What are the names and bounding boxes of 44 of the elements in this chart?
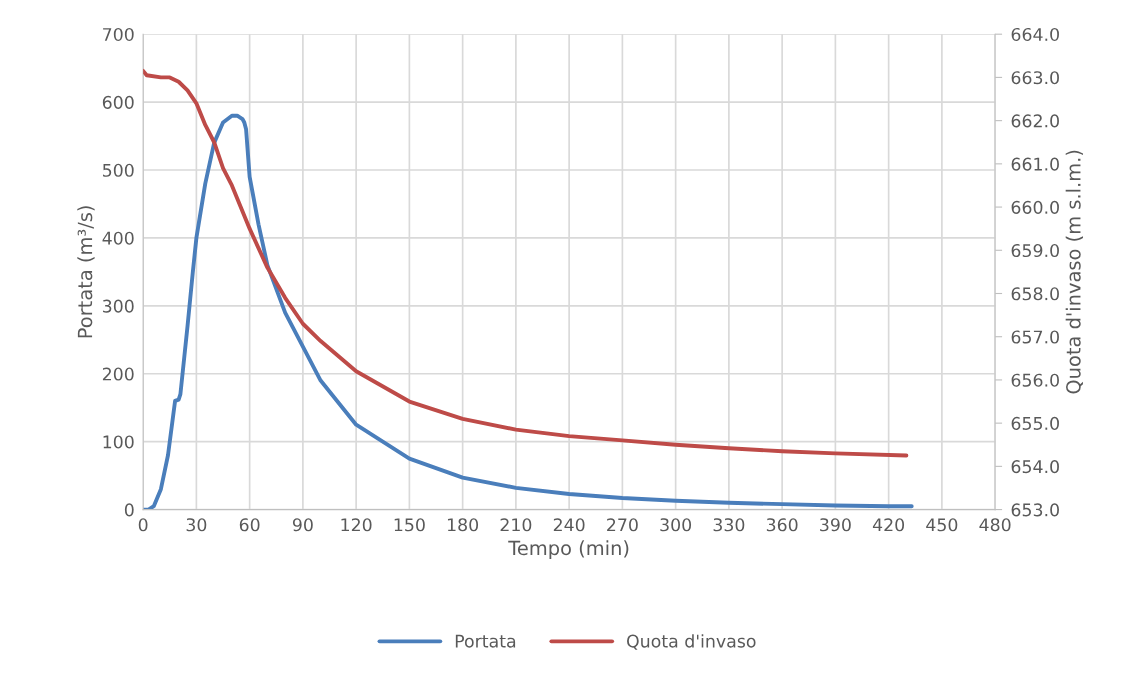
- y2-tick-label: 660.0: [1011, 200, 1059, 214]
- x-tick-label: 180: [447, 518, 479, 532]
- y-tick-label: 100: [103, 435, 134, 449]
- x-tick-label: 390: [820, 518, 851, 532]
- y2-axis-title: Quota d'invaso (m s.l.m.): [1065, 150, 1084, 394]
- y-tick-label: 700: [103, 27, 134, 42]
- y-tick-label: 400: [102, 231, 134, 245]
- x-tick-label: 210: [500, 518, 532, 532]
- x-tick-label: 480: [979, 518, 1011, 532]
- y2-tick-label: 663.0: [1011, 71, 1059, 85]
- x-tick-label: 60: [239, 518, 260, 532]
- x-tick-label: 300: [660, 518, 692, 532]
- legend-label: Quota d'invaso: [627, 634, 756, 650]
- line-series: [143, 113, 914, 510]
- y-tick-label: 0: [124, 503, 134, 517]
- x-tick-label: 450: [926, 518, 958, 532]
- y2-tick-label: 657.0: [1011, 330, 1059, 344]
- x-axis-title: Tempo (min): [508, 540, 629, 560]
- y2-tick-label: 655.0: [1011, 416, 1059, 430]
- y-tick-label: 500: [103, 163, 134, 177]
- y2-tick-label: 661.0: [1011, 157, 1059, 171]
- y2-tick-label: 659.0: [1011, 243, 1059, 258]
- y2-tick-label: 654.0: [1011, 460, 1059, 474]
- y2-tick-label: 658.0: [1011, 287, 1059, 301]
- x-tick-label: 270: [607, 518, 638, 532]
- x-tick-label: 120: [341, 518, 372, 532]
- y2-tick-label: 664.0: [1011, 27, 1059, 42]
- x-tick-label: 360: [766, 518, 798, 532]
- y2-tick-label: 653.0: [1011, 503, 1059, 517]
- x-tick-label: 420: [872, 518, 905, 532]
- x-tick-label: 330: [713, 518, 745, 532]
- legend-label: Portata: [455, 634, 516, 648]
- x-tick-label: 90: [292, 518, 313, 532]
- y2-tick-label: 656.0: [1011, 373, 1059, 387]
- x-tick-label: 0: [138, 518, 148, 532]
- line-series: [143, 68, 909, 458]
- y-tick-label: 300: [102, 299, 134, 313]
- y-tick-label: 200: [102, 367, 134, 381]
- x-tick-label: 240: [553, 518, 585, 532]
- x-tick-label: 150: [394, 518, 425, 532]
- y2-tick-label: 662.0: [1011, 114, 1059, 128]
- y-axis-title: Portata (m³/s): [77, 206, 95, 338]
- x-tick-label: 30: [186, 518, 207, 532]
- y-tick-label: 600: [102, 95, 134, 109]
